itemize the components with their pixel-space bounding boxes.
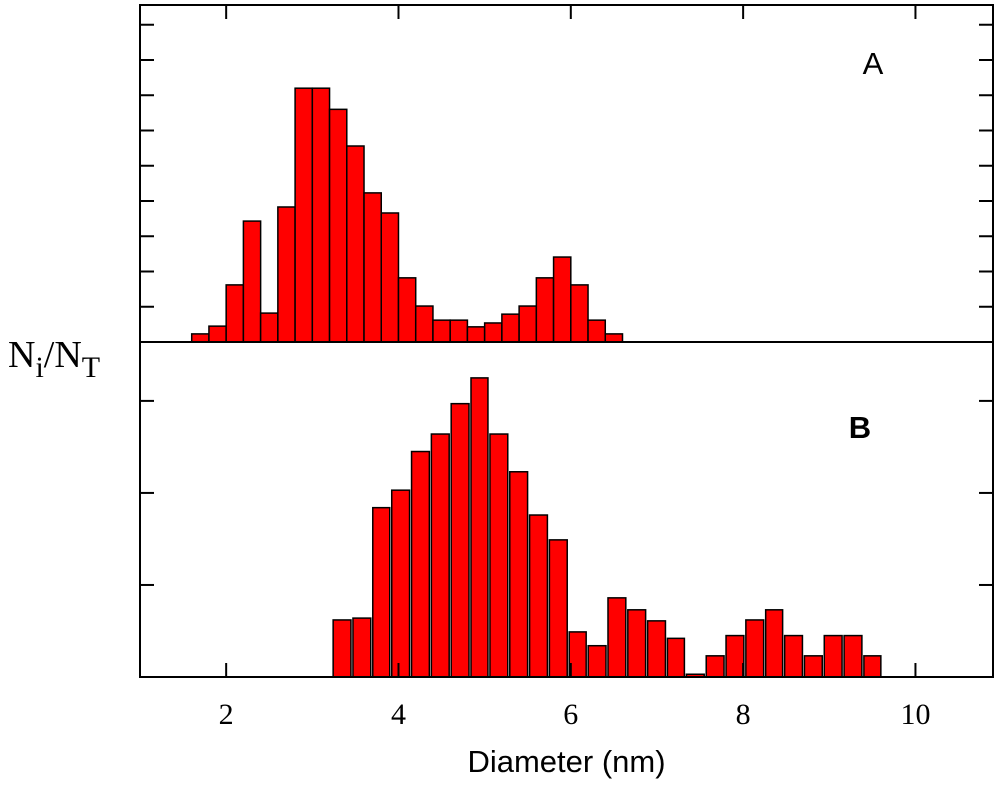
bar [225,284,245,343]
bar [449,319,469,343]
bar [666,637,686,678]
bar [390,489,411,678]
bar [843,634,863,678]
bar [432,319,451,343]
panel-label: B [849,410,871,445]
bar [725,634,745,678]
panel-label: A [863,46,884,81]
y-axis-label-part: i [35,351,43,384]
x-tick-label: 10 [900,698,930,731]
bar [242,220,262,343]
bar [346,145,365,343]
bar [607,597,627,678]
x-axis-label: Diameter (nm) [467,744,665,779]
bar [548,539,568,678]
bar [450,402,470,678]
bar [823,634,843,678]
x-tick-label: 2 [219,698,234,731]
bar [587,644,607,678]
x-tick-label: 4 [391,698,406,731]
bar [466,326,486,343]
bar [380,212,400,343]
bar [208,325,227,343]
bar [587,319,607,343]
bar [803,655,824,678]
bar [414,305,434,343]
x-tick-label: 8 [736,698,751,731]
bar [627,609,647,678]
bar [745,619,765,678]
bar [190,333,210,343]
bar [783,634,804,678]
bar [311,87,331,343]
bar [328,108,348,343]
bar [863,655,882,678]
bar [470,377,489,678]
bar [259,312,279,343]
bar [570,284,589,343]
bar [535,277,555,343]
bar [489,433,509,678]
y-axis-label: Ni/NT [8,334,100,384]
bar [509,471,529,678]
bar [332,619,352,678]
x-tick-label: 6 [563,698,578,731]
bar [552,256,572,343]
plot-frame [139,341,994,678]
bar [764,609,784,678]
bar [501,313,520,343]
bar [518,305,538,343]
bar [372,506,391,678]
bar [430,433,450,678]
bar [363,192,383,343]
bar [294,87,314,343]
bar [410,450,431,678]
bar [528,514,549,678]
y-axis-label-part: /N [44,334,82,376]
bar [483,322,503,343]
bar [352,617,372,678]
bar [705,655,725,678]
y-axis-label-part: T [82,351,100,384]
bar [277,206,296,343]
bar [604,333,624,343]
y-axis-label-part: N [8,334,35,376]
bar [397,277,417,343]
bar [646,620,667,678]
